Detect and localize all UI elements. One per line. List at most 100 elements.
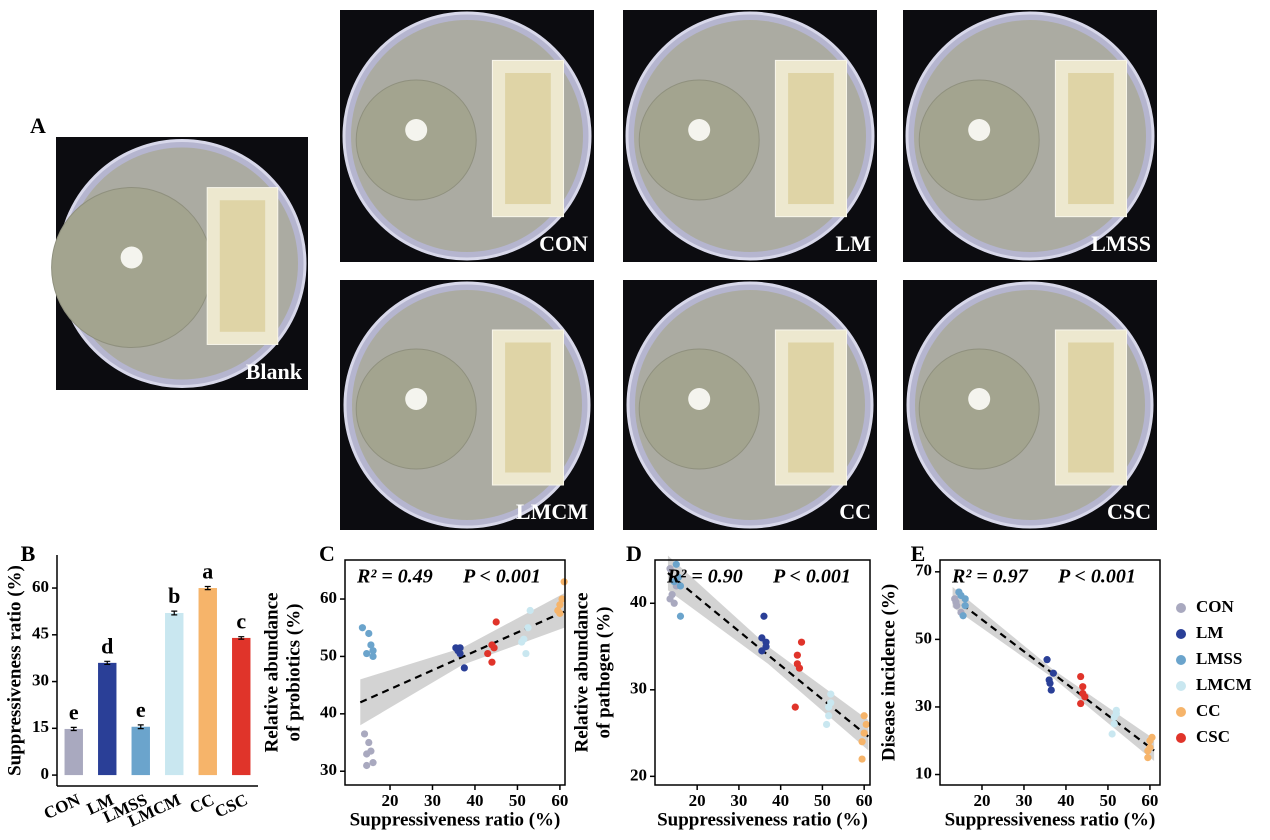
error-bar <box>104 660 111 666</box>
data-point <box>360 730 369 738</box>
y-tick-label: 30 <box>630 679 647 698</box>
y-axis-label: Disease incidence (%) <box>878 584 899 761</box>
error-bar <box>171 610 178 616</box>
fungal-plug <box>688 119 711 141</box>
fungal-plug <box>968 119 991 141</box>
data-point <box>488 658 496 666</box>
data-point <box>862 720 870 729</box>
data-point <box>1146 737 1154 745</box>
x-tick-label: 50 <box>509 791 526 810</box>
error-bar <box>137 724 144 730</box>
x-tick-label: 50 <box>1099 791 1116 810</box>
x-tick-label: 20 <box>973 791 990 810</box>
y-tick-label: 50 <box>320 645 337 664</box>
x-tick-label: 30 <box>1015 791 1032 810</box>
data-point <box>1112 710 1120 718</box>
data-point <box>822 720 831 729</box>
data-point <box>363 750 371 758</box>
data-point <box>1108 730 1116 738</box>
significance-letter: b <box>168 583 180 608</box>
data-point <box>793 651 801 659</box>
data-point <box>522 649 530 658</box>
panel-letter: D <box>626 541 642 566</box>
panel-letter: A <box>30 113 46 138</box>
y-axis-label: Suppressiveness ratio (%) <box>4 565 25 776</box>
x-tick-label: 60 <box>1141 791 1158 810</box>
data-point <box>526 606 534 615</box>
legend-swatch <box>1176 707 1186 717</box>
significance-letter: e <box>69 699 79 724</box>
data-point <box>1079 689 1087 698</box>
plot-frame <box>654 559 871 786</box>
bar <box>131 726 150 776</box>
data-point <box>1144 747 1152 755</box>
data-point <box>797 638 806 646</box>
data-point <box>676 582 685 590</box>
significance-letter: c <box>236 609 246 634</box>
photo-label: CC <box>839 499 871 524</box>
data-point <box>795 664 804 672</box>
x-tick-label: 40 <box>1057 791 1074 810</box>
bar <box>64 728 83 776</box>
data-point <box>456 644 464 652</box>
error-bar <box>204 585 211 591</box>
data-point <box>860 712 868 720</box>
photo-label: LMCM <box>516 499 588 524</box>
x-tick-label: CON <box>41 790 84 823</box>
y-tick-label: 60 <box>32 577 49 596</box>
data-point <box>959 612 967 620</box>
y-axis-label: of pathogen (%) <box>593 607 614 739</box>
data-point <box>760 612 768 620</box>
significance-letter: e <box>136 697 146 722</box>
y-tick-label: 45 <box>32 624 49 643</box>
data-point <box>676 612 685 620</box>
y-axis-label: Relative abundance <box>571 593 592 753</box>
y-tick-label: 40 <box>630 592 647 611</box>
data-point <box>369 647 377 655</box>
y-tick-label: 60 <box>320 588 337 607</box>
legend-label: LM <box>1196 623 1223 642</box>
legend-swatch <box>1176 681 1186 691</box>
x-axis-label: Suppressiveness ratio (%) <box>350 809 561 830</box>
annotation: R² = 0.49 <box>356 566 433 588</box>
fungal-plug <box>120 246 143 269</box>
data-point <box>369 652 377 661</box>
plot-frame <box>344 559 566 786</box>
x-tick-label: CSC <box>212 790 251 822</box>
legend-swatch <box>1176 603 1186 613</box>
legend-swatch <box>1176 629 1186 639</box>
data-point <box>952 598 960 606</box>
photo-label: CON <box>539 231 588 256</box>
annotation: P < 0.001 <box>772 566 851 588</box>
fungal-plug <box>405 119 428 141</box>
y-tick-label: 50 <box>915 628 932 647</box>
y-tick-label: 30 <box>915 696 932 715</box>
annotation: P < 0.001 <box>462 566 541 588</box>
photo-label: LM <box>836 231 872 256</box>
y-tick-label: 70 <box>915 561 932 580</box>
x-tick-label: 20 <box>382 791 399 810</box>
annotation: P < 0.001 <box>1057 566 1136 588</box>
significance-letter: d <box>101 633 113 658</box>
legend-label: CSC <box>1196 727 1230 746</box>
data-point <box>363 649 371 658</box>
bacterial-growth <box>788 342 834 473</box>
y-tick-label: 10 <box>915 763 932 782</box>
x-tick-label: 60 <box>856 791 873 810</box>
legend-label: CC <box>1196 701 1221 720</box>
fungal-plug <box>405 388 428 410</box>
data-point <box>858 738 866 746</box>
legend-label: LMCM <box>1196 675 1252 694</box>
data-point <box>365 629 373 638</box>
fungal-plug <box>688 388 711 410</box>
x-tick-label: 30 <box>424 791 441 810</box>
data-point <box>1110 720 1118 728</box>
data-point <box>858 755 866 763</box>
data-point <box>961 602 969 610</box>
data-point <box>827 699 835 707</box>
data-point <box>556 609 564 617</box>
data-point <box>367 641 375 649</box>
panel-letter: C <box>319 541 335 566</box>
data-point <box>369 759 377 767</box>
